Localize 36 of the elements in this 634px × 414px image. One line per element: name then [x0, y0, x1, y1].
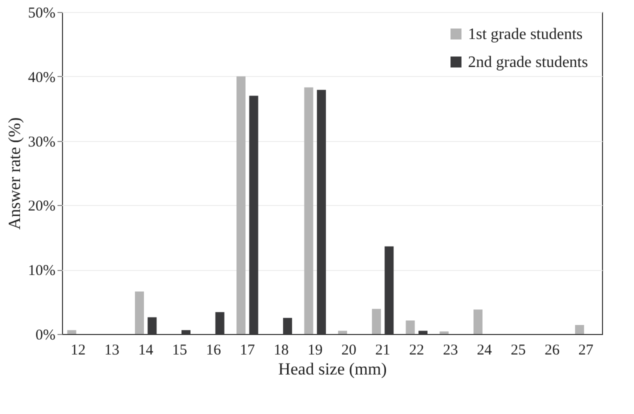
x-tick-label: 21: [375, 342, 390, 358]
x-tick-label: 18: [274, 342, 289, 358]
x-tick-label: 20: [341, 342, 356, 358]
y-tick-label: 10%: [28, 263, 56, 280]
bar: [338, 330, 348, 334]
y-tick-label: 40%: [28, 70, 56, 86]
bar: [474, 310, 483, 334]
y-tick-label: 0%: [36, 328, 56, 344]
x-tick-label: 17: [240, 342, 256, 358]
x-tick-label: 22: [409, 342, 424, 358]
y-axis-title: Answer rate (%): [5, 117, 24, 230]
y-tick-label: 50%: [28, 6, 56, 22]
bar: [236, 76, 246, 334]
x-tick-label: 12: [70, 342, 86, 358]
x-tick-label: 24: [476, 342, 492, 358]
x-tick-label: 26: [544, 342, 560, 358]
bar: [67, 330, 76, 334]
y-tick-label: 30%: [28, 134, 56, 150]
bar: [406, 320, 415, 334]
bar: [134, 291, 144, 334]
legend-label: 2nd grade students: [468, 54, 588, 71]
x-tick-label: 25: [510, 342, 526, 358]
legend-label: 1st grade students: [468, 26, 583, 43]
x-tick-label: 27: [578, 342, 594, 358]
x-tick-label: 13: [104, 342, 120, 358]
bar: [304, 87, 314, 334]
y-tick-label: 20%: [28, 198, 56, 215]
x-axis-title: Head size (mm): [278, 360, 387, 378]
bar: [372, 308, 381, 334]
x-tick-label: 23: [442, 342, 458, 358]
x-tick-label: 19: [308, 342, 323, 358]
x-tick-label: 14: [138, 342, 154, 358]
x-tick-label: 16: [206, 342, 222, 358]
x-tick-label: 15: [172, 342, 188, 358]
bar: [575, 324, 584, 334]
bar: [440, 331, 449, 334]
